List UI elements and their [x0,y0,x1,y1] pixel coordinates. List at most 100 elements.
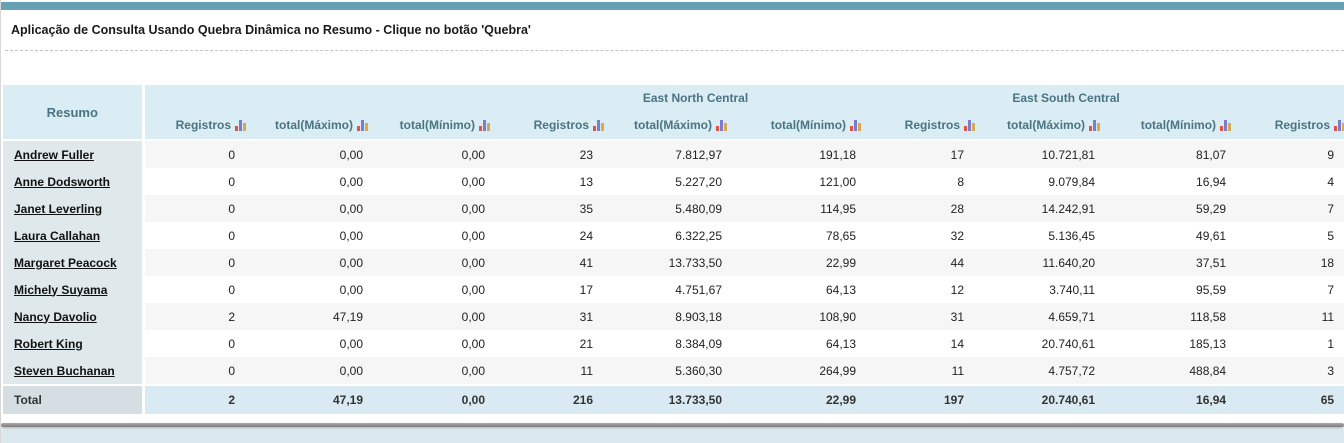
column-header-total-minimo[interactable]: total(Mínimo) [1120,111,1252,141]
column-header-resumo[interactable]: Resumo [3,85,145,141]
column-header-total-maximo[interactable]: total(Máximo) [995,111,1121,141]
cell-registros: 31 [510,303,624,330]
column-header-total-minimo[interactable]: total(Mínimo) [388,111,510,141]
column-header-total-minimo[interactable]: total(Mínimo) [747,111,882,141]
cell-registros: 0 [143,330,266,357]
cell-total-minimo: 16,94 [1120,168,1252,195]
group-header-row: Resumo East North Central East South Cen… [3,85,1344,141]
column-header-label: Registros [904,118,961,132]
cell-total-maximo: 0,00 [266,276,388,303]
cell-total-maximo: 4.659,71 [995,303,1121,330]
cell-total-minimo: 95,59 [1120,276,1252,303]
cell-total-minimo: 78,65 [747,222,882,249]
column-header-label: total(Máximo) [1007,118,1086,132]
row-name-link[interactable]: Steven Buchanan [14,363,115,378]
grid-footer: Total 2 47,19 0,00 216 13.733,50 22,99 1… [3,384,1344,414]
sort-bars-icon[interactable] [963,119,976,131]
column-header-registros[interactable]: Registros [143,111,266,141]
row-name-link[interactable]: Janet Leverling [14,201,103,216]
sort-bars-icon[interactable] [1219,119,1232,131]
cell-total-maximo: 5.480,09 [624,195,747,222]
cell-registros: 5 [1251,222,1344,249]
cell-registros: 2 [143,303,266,330]
sort-bars-icon[interactable] [592,119,604,131]
total-cell: 0,00 [388,384,510,414]
cell-registros: 0 [143,222,266,249]
cell-total-minimo: 185,13 [1120,330,1252,357]
cell-total-minimo: 81,07 [1120,140,1252,168]
summary-name-cell: Michely Suyama [3,276,145,303]
cell-registros: 11 [881,357,996,385]
cell-total-minimo: 0,00 [388,195,510,222]
cell-total-minimo: 191,18 [747,140,882,168]
row-name-link[interactable]: Michely Suyama [14,282,108,297]
cell-total-minimo: 0,00 [388,276,510,303]
cell-registros: 17 [510,276,624,303]
cell-registros: 21 [510,330,624,357]
row-name-link[interactable]: Nancy Davolio [14,309,97,324]
cell-total-maximo: 4.757,72 [995,357,1121,385]
column-header-label: total(Máximo) [275,118,353,132]
summary-grid-container: Resumo East North Central East South Cen… [3,85,1344,414]
sort-bars-icon[interactable] [234,119,246,131]
total-cell: 47,19 [266,384,388,414]
sort-bars-icon[interactable] [478,119,490,131]
cell-registros: 0 [143,140,266,168]
column-header-registros[interactable]: Registros [1251,111,1344,141]
cell-registros: 28 [881,195,996,222]
column-header-label: Registros [533,118,589,132]
summary-name-cell: Margaret Peacock [3,249,145,276]
cell-registros: 23 [510,140,624,168]
table-row: Steven Buchanan 0 0,00 0,00 11 5.360,30 … [3,357,1344,385]
row-name-link[interactable]: Andrew Fuller [14,147,95,162]
metric-header-row: Registros total(Máximo) total(Mínimo) Regis… [3,111,1344,141]
cell-total-maximo: 3.740,11 [995,276,1121,303]
total-cell: 22,99 [747,384,882,414]
cell-registros: 0 [143,357,266,385]
cell-total-maximo: 0,00 [266,195,388,222]
cell-total-maximo: 20.740,61 [995,330,1121,357]
column-header-label: total(Mínimo) [770,118,847,132]
cell-total-maximo: 0,00 [266,330,388,357]
column-header-total-maximo[interactable]: total(Máximo) [624,111,747,141]
row-name-link[interactable]: Robert King [14,336,83,351]
summary-name-cell: Janet Leverling [3,195,145,222]
column-header-label: total(Máximo) [634,118,712,132]
cell-registros: 8 [881,168,996,195]
sort-bars-icon[interactable] [1333,119,1344,131]
cell-registros: 12 [881,276,996,303]
cell-total-minimo: 59,29 [1120,195,1252,222]
divider [5,50,1344,51]
sort-bars-icon[interactable] [715,119,727,131]
cell-registros: 11 [510,357,624,385]
cell-registros: 0 [143,195,266,222]
column-header-total-maximo[interactable]: total(Máximo) [266,111,388,141]
cell-total-maximo: 11.640,20 [995,249,1121,276]
cell-total-maximo: 10.721,81 [995,140,1121,168]
footer-strip [1,430,1344,443]
cell-total-maximo: 0,00 [266,357,388,385]
summary-name-cell: Laura Callahan [3,222,145,249]
cell-total-minimo: 118,58 [1120,303,1252,330]
cell-total-minimo: 0,00 [388,303,510,330]
row-name-link[interactable]: Laura Callahan [14,228,101,243]
cell-total-maximo: 5.227,20 [624,168,747,195]
cell-total-maximo: 7.812,97 [624,140,747,168]
cell-total-minimo: 0,00 [388,357,510,385]
sort-bars-icon[interactable] [849,119,862,131]
page-title: Aplicação de Consulta Usando Quebra Dinâ… [11,23,531,37]
sort-bars-icon[interactable] [356,119,368,131]
cell-total-minimo: 64,13 [747,276,882,303]
cell-total-maximo: 9.079,84 [995,168,1121,195]
table-row: Laura Callahan 0 0,00 0,00 24 6.322,25 7… [3,222,1344,249]
column-header-registros[interactable]: Registros [510,111,624,141]
cell-registros: 4 [1251,168,1344,195]
sort-bars-icon[interactable] [1088,119,1101,131]
column-header-label: total(Mínimo) [1140,118,1217,132]
row-name-link[interactable]: Anne Dodsworth [14,174,110,189]
cell-total-maximo: 8.384,09 [624,330,747,357]
cell-total-minimo: 0,00 [388,249,510,276]
row-name-link[interactable]: Margaret Peacock [14,255,117,270]
summary-grid: Resumo East North Central East South Cen… [3,85,1344,414]
column-header-registros[interactable]: Registros [881,111,996,141]
